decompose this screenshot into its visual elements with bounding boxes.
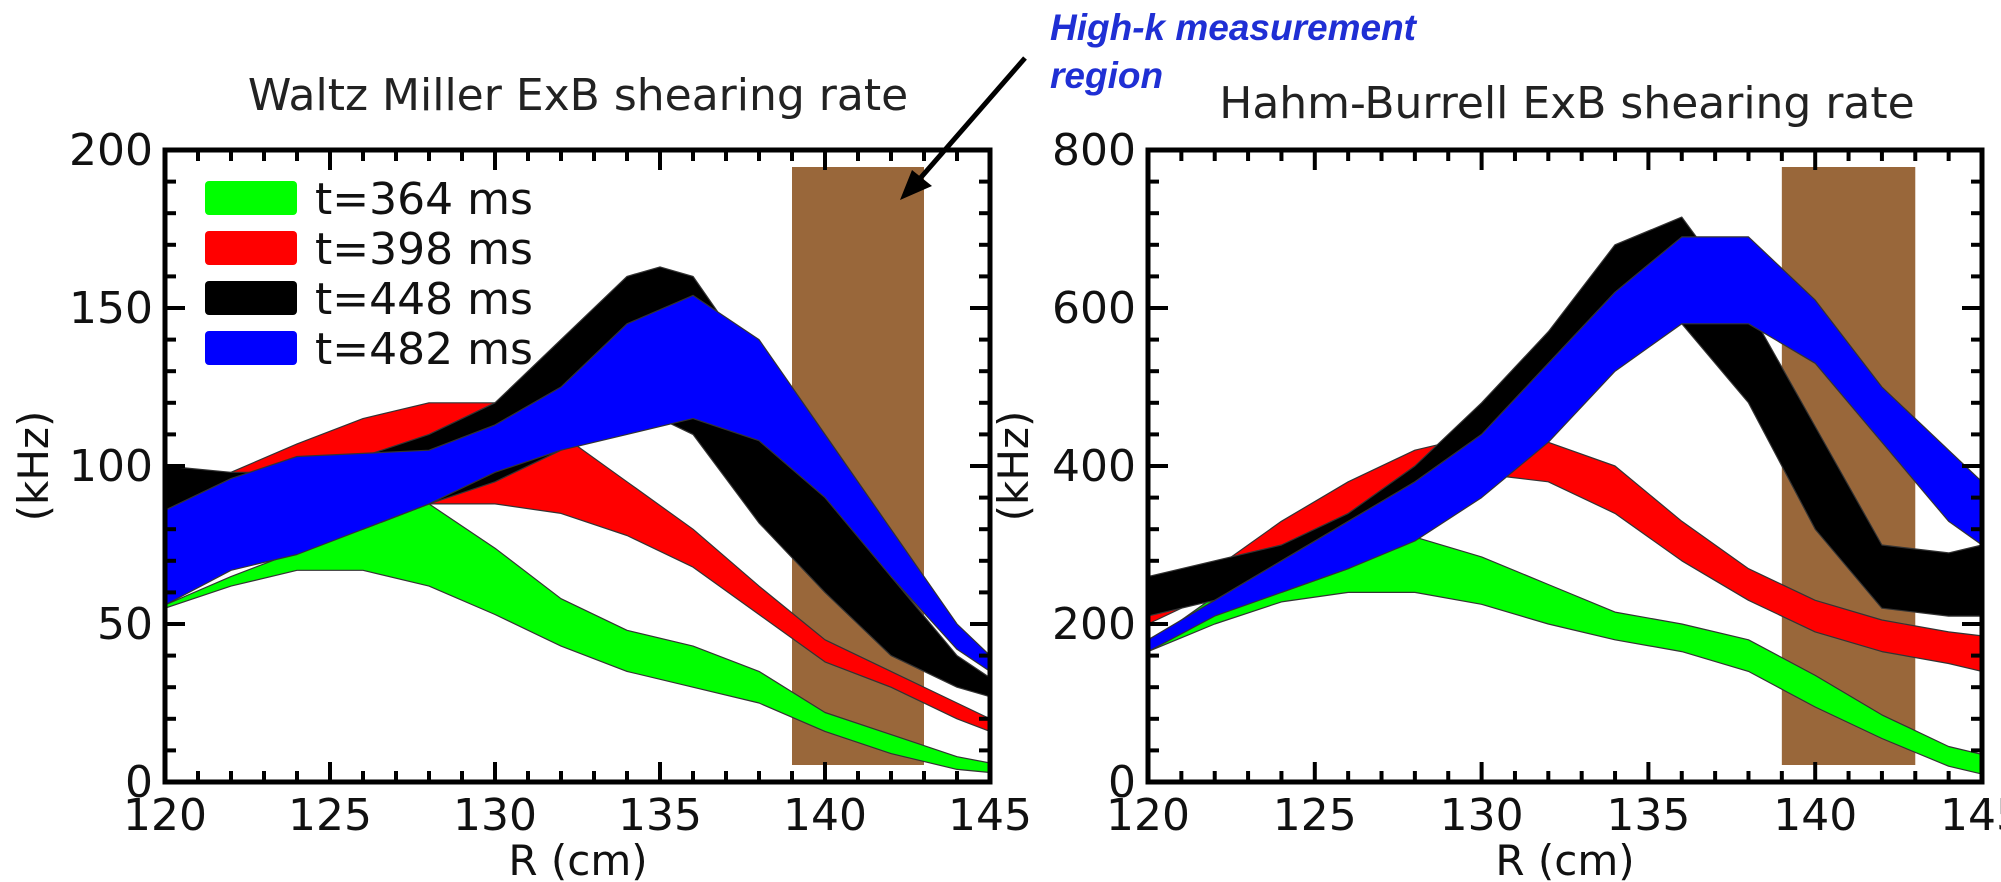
annotation: High-k measurement region (900, 7, 1418, 200)
x-tick-label: 145 (948, 790, 1032, 841)
y-tick-label: 100 (69, 441, 153, 492)
chart-title-right: Hahm-Burrell ExB shearing rate (1219, 78, 1914, 129)
y-tick-label: 600 (1052, 283, 1136, 334)
y-tick-label: 800 (1052, 125, 1136, 176)
y-tick-label: 200 (69, 125, 153, 176)
x-tick-label: 125 (1273, 790, 1357, 841)
plot-area-right: 120 125 130 135 140 145 0 200 400 600 800 (1052, 125, 2001, 841)
x-tick-label: 135 (1606, 790, 1690, 841)
x-tick-label: 120 (1106, 790, 1190, 841)
y-tick-label: 0 (1108, 757, 1136, 808)
x-tick-label: 140 (1773, 790, 1857, 841)
x-tick-label: 135 (618, 790, 702, 841)
y-tick-label: 0 (125, 757, 153, 808)
y-tick-label: 50 (97, 599, 153, 650)
legend-label: t=398 ms (315, 224, 533, 275)
legend-swatch (205, 331, 297, 365)
annotation-line-1: High-k measurement (1050, 7, 1418, 48)
panel-waltz-miller: Waltz Miller ExB shearing rate 120 125 130… (9, 70, 1032, 882)
annotation-line-2: region (1050, 55, 1163, 96)
x-tick-label: 130 (453, 790, 537, 841)
x-axis-label-right: R (cm) (1495, 836, 1634, 882)
x-axis-label-left: R (cm) (508, 836, 647, 882)
annotation-arrow-shaft (908, 56, 1027, 192)
x-tick-label: 120 (123, 790, 207, 841)
x-tick-label: 125 (288, 790, 372, 841)
y-tick-label: 400 (1052, 441, 1136, 492)
legend-label: t=448 ms (315, 274, 533, 325)
legend-swatch (205, 181, 297, 215)
annotation-arrow-head (900, 170, 932, 200)
x-tick-label: 145 (1940, 790, 2001, 841)
legend-label: t=364 ms (315, 174, 533, 225)
y-tick-label: 200 (1052, 599, 1136, 650)
y-axis-label-left: (kHz) (9, 411, 58, 522)
y-axis-label-right: (kHz) (989, 411, 1038, 522)
panel-hahm-burrell: Hahm-Burrell ExB shearing rate 120 125 130… (989, 78, 2001, 882)
chart-title-left: Waltz Miller ExB shearing rate (248, 70, 908, 121)
y-tick-label: 150 (69, 283, 153, 334)
legend-swatch (205, 281, 297, 315)
legend-label: t=482 ms (315, 324, 533, 375)
x-tick-label: 140 (783, 790, 867, 841)
x-tick-label: 130 (1440, 790, 1524, 841)
legend-swatch (205, 231, 297, 265)
